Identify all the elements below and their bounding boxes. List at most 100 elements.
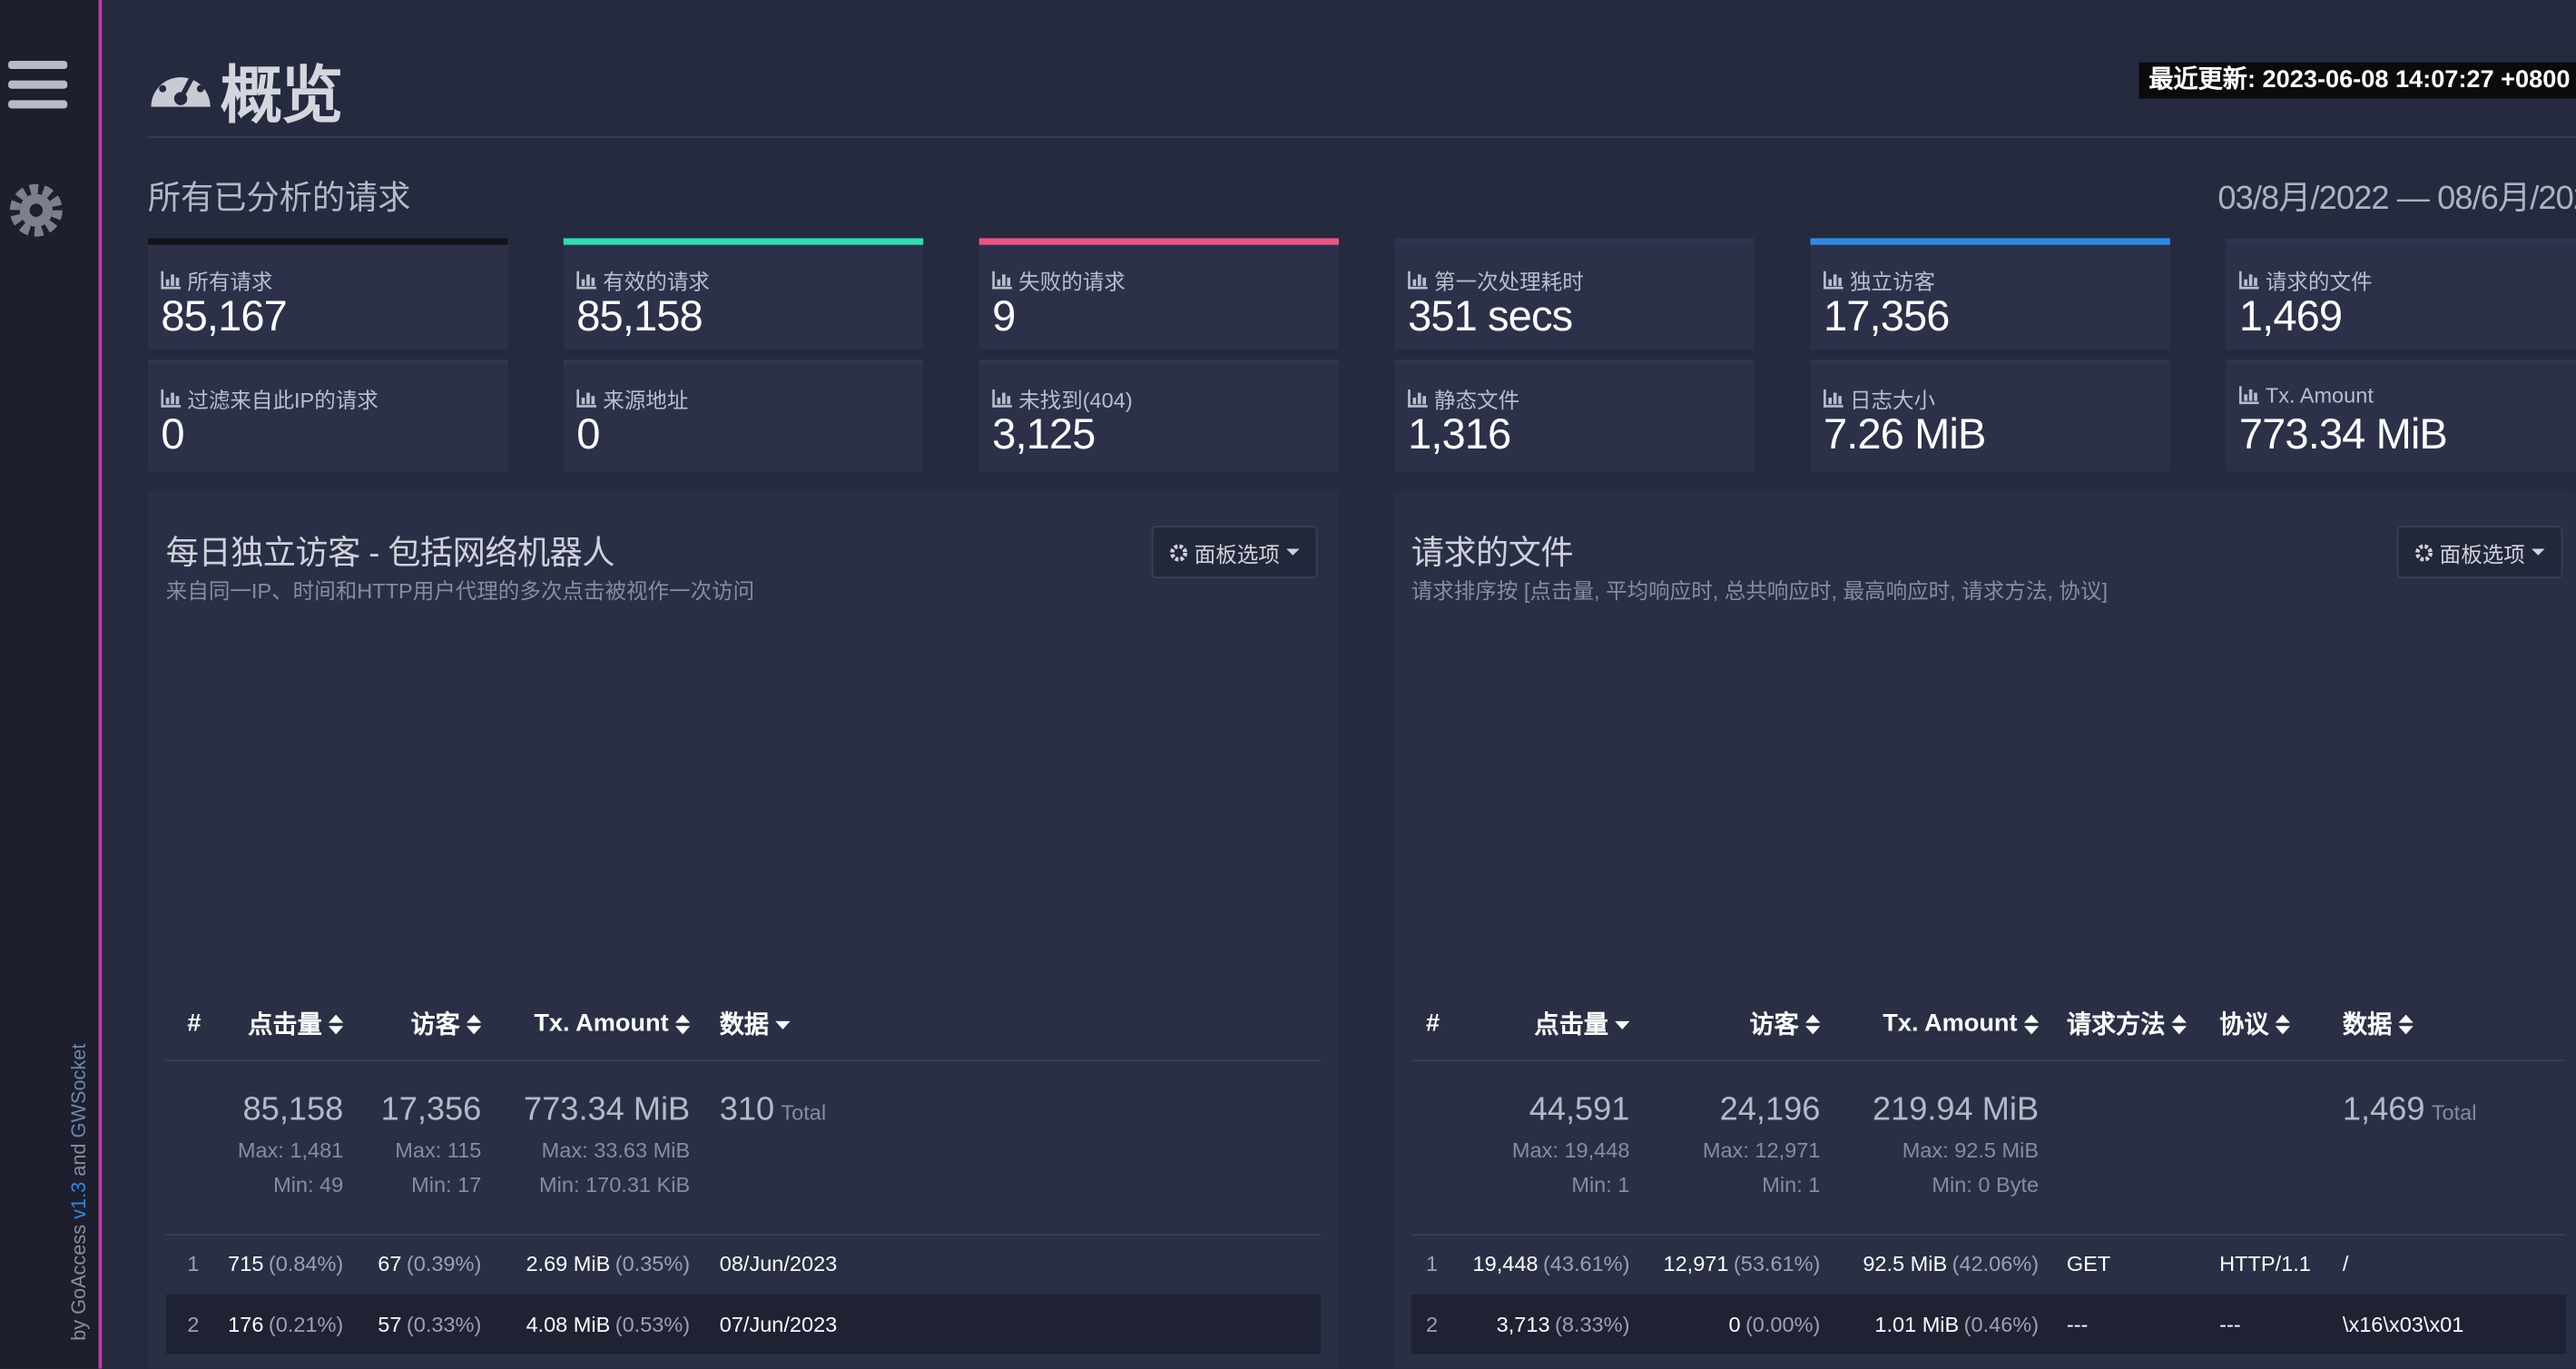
table-cell: 12,971 (53.61%) (1663, 1251, 1820, 1275)
summary-value: 310 (719, 1091, 775, 1128)
stat-label-row: 来源地址 (576, 383, 688, 414)
bar-icon (161, 389, 182, 408)
table-cell: / (2342, 1251, 2349, 1276)
table-cell: 2 (1425, 1312, 1439, 1337)
summary-min: Min: 170.31 KiB (539, 1172, 691, 1197)
stat-label: 所有请求 (187, 269, 273, 294)
sort-icon[interactable] (775, 1014, 791, 1034)
date-range: 03/8月/2022 — 08/6月/2023 (2217, 181, 2576, 217)
caret-icon (2532, 548, 2545, 556)
panel-options-button[interactable]: 面板选项 (2396, 526, 2563, 579)
table-header-text: 数据 (719, 1010, 770, 1039)
table-header: 访客 (410, 1007, 482, 1041)
cell-value: 19,448 (1472, 1251, 1539, 1276)
cell-percent: (0.53%) (615, 1312, 691, 1337)
sort-icon[interactable] (674, 1013, 691, 1034)
stat-label: 来源地址 (603, 388, 689, 413)
bar-icon (1408, 271, 1428, 290)
settings-icon[interactable] (6, 181, 65, 240)
bar-icon (161, 271, 182, 290)
stat-label: 未找到(404) (1018, 388, 1133, 413)
stat-label-row: 第一次处理耗时 (1408, 264, 1584, 295)
table-header: 协议 (2219, 1007, 2291, 1041)
panel-options-button[interactable]: 面板选项 (1151, 526, 1318, 579)
table-header-text: Tx. Amount (1883, 1010, 2018, 1038)
table-header-text: 访客 (1749, 1010, 1799, 1039)
last-updated: 最近更新: 2023-06-08 14:07:27 +0800 (2138, 62, 2576, 99)
cell-percent: (0.35%) (615, 1251, 691, 1276)
table-cell: GET (2066, 1251, 2111, 1276)
cell-percent: (43.61%) (1542, 1251, 1630, 1276)
bar-icon (2238, 386, 2259, 405)
stat-label-row: 失败的请求 (992, 264, 1126, 295)
menu-icon[interactable] (6, 59, 69, 112)
cell-percent: (0.84%) (268, 1251, 344, 1276)
table-cell: 92.5 MiB (42.06%) (1863, 1251, 2039, 1275)
table-cell: 2.69 MiB (0.35%) (526, 1251, 690, 1275)
stat-value: 0 (161, 409, 184, 458)
table-header: # (187, 1010, 201, 1038)
sort-icon[interactable] (2398, 1013, 2414, 1034)
table-header: 点击量 (1534, 1007, 1630, 1041)
panel: 每日独立访客 - 包括网络机器人 来自同一IP、时间和HTTP用户代理的多次点击被… (147, 491, 1340, 1369)
sort-icon[interactable] (1805, 1013, 1821, 1034)
stat-label-row: 静态文件 (1408, 383, 1519, 414)
table-cell: 176 (0.21%) (228, 1312, 343, 1336)
stat-label: 有效的请求 (603, 269, 710, 294)
summary-max: Max: 1,481 (237, 1138, 344, 1163)
table-cell: 57 (0.33%) (378, 1312, 481, 1336)
summary-min: Min: 0 Byte (1932, 1172, 2040, 1197)
table-cell: 19,448 (43.61%) (1473, 1251, 1630, 1275)
sort-icon[interactable] (2275, 1013, 2291, 1034)
table-divider (165, 1059, 1322, 1062)
stat-value: 0 (576, 409, 600, 458)
summary-max: Max: 19,448 (1511, 1138, 1630, 1163)
stat-label: 第一次处理耗时 (1434, 269, 1584, 294)
stat-card: 未找到(404) 3,125 (978, 359, 1340, 472)
stat-card: 所有请求 85,167 (147, 238, 508, 350)
last-updated-label: 最近更新: (2148, 65, 2256, 94)
table-header: 点击量 (248, 1007, 344, 1041)
cell-percent: (0.39%) (406, 1251, 482, 1276)
table-header: 访客 (1750, 1007, 1821, 1041)
table-header: 数据 (2343, 1007, 2414, 1041)
sort-icon[interactable] (2023, 1013, 2040, 1034)
cell-value: 12,971 (1663, 1251, 1729, 1276)
bar-icon (992, 389, 1012, 408)
panel-subtitle: 来自同一IP、时间和HTTP用户代理的多次点击被视作一次访问 (165, 578, 755, 604)
summary-note: Total (781, 1099, 827, 1125)
stat-card: 静态文件 1,316 (1394, 359, 1755, 472)
sort-icon[interactable] (328, 1013, 344, 1034)
cell-percent: (53.61%) (1733, 1251, 1821, 1276)
table-header-text: 协议 (2219, 1010, 2269, 1039)
table-cell: HTTP/1.1 (2219, 1251, 2311, 1276)
summary-min: Min: 1 (1762, 1172, 1821, 1197)
table-header: 请求方法 (2067, 1007, 2188, 1041)
summary-max: Max: 92.5 MiB (1902, 1138, 2040, 1163)
table-header: # (1426, 1010, 1440, 1038)
sort-icon[interactable] (2171, 1013, 2188, 1034)
stat-label-row: 有效的请求 (576, 264, 710, 295)
stat-value: 773.34 MiB (2238, 409, 2448, 458)
stat-label: Tx. Amount (2265, 382, 2374, 408)
sort-icon[interactable] (1615, 1014, 1630, 1034)
summary-min: Min: 17 (411, 1172, 482, 1197)
table-header-text: 数据 (2342, 1010, 2393, 1039)
stat-value: 3,125 (992, 409, 1096, 458)
gear-icon (2414, 543, 2433, 561)
table-cell: --- (2066, 1312, 2089, 1337)
table-header-text: # (187, 1010, 202, 1038)
stat-card: 失败的请求 9 (978, 238, 1340, 350)
dashboard-icon (151, 65, 211, 107)
last-updated-value: 2023-06-08 14:07:27 +0800 (2262, 65, 2571, 94)
stat-card: 请求的文件 1,469 (2226, 238, 2576, 350)
table-cell: --- (2219, 1312, 2241, 1337)
cell-value: 1.01 MiB (1874, 1312, 1960, 1337)
table-cell: \x16\x03\x01 (2342, 1312, 2464, 1337)
summary-value: 1,469 (2342, 1091, 2425, 1128)
stat-value: 9 (992, 291, 1016, 340)
sort-icon[interactable] (467, 1013, 482, 1034)
panel-title: 请求的文件 (1411, 536, 1574, 572)
panel-subtitle: 请求排序按 [点击量, 平均响应时, 总共响应时, 最高响应时, 请求方法, 协… (1411, 578, 2109, 604)
